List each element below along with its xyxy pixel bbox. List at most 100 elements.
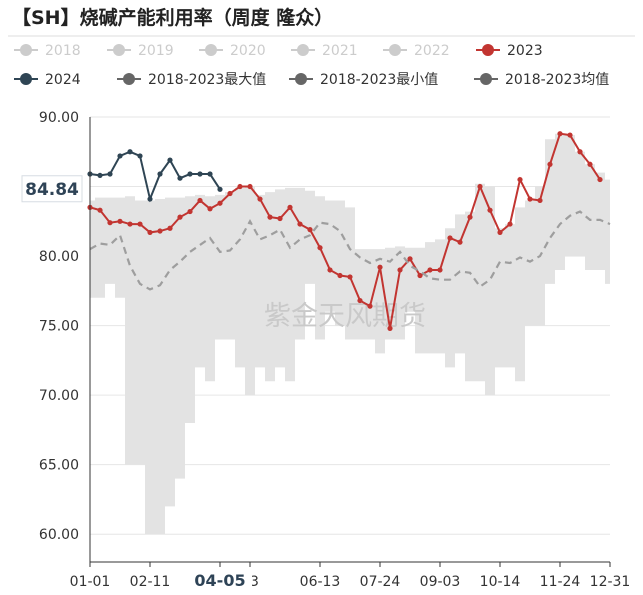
point-2024-1[interactable]: [97, 172, 103, 179]
point-2023-48[interactable]: [567, 132, 573, 138]
point-2023-8[interactable]: [167, 225, 173, 231]
point-2024-10[interactable]: [187, 171, 193, 177]
point-2023-32[interactable]: [407, 256, 413, 262]
legend-marker-1: [113, 44, 125, 56]
point-2023-31[interactable]: [397, 267, 403, 273]
legend-item-0[interactable]: 2018: [14, 43, 81, 59]
point-2023-25[interactable]: [337, 272, 343, 279]
point-2024-3[interactable]: [117, 153, 123, 159]
point-2023-28[interactable]: [367, 303, 373, 309]
point-2023-38[interactable]: [467, 214, 473, 220]
point-2023-18[interactable]: [267, 214, 273, 220]
point-2023-10[interactable]: [187, 208, 193, 215]
point-2023-19[interactable]: [277, 215, 283, 222]
legend-item-9[interactable]: 2018-2023均值: [474, 72, 609, 88]
y-tick-label-0: 90.00: [39, 110, 79, 126]
point-2023-7[interactable]: [157, 228, 163, 234]
point-2023-27[interactable]: [357, 297, 363, 304]
hover-value-badge: [21, 175, 83, 203]
point-2023-3[interactable]: [117, 218, 123, 224]
legend-item-6[interactable]: 2024: [14, 72, 81, 88]
point-2024-13[interactable]: [217, 186, 223, 192]
legend-item-3[interactable]: 2021: [291, 43, 358, 59]
legend-label-5: 2023: [507, 43, 543, 59]
point-2023-51[interactable]: [597, 176, 603, 183]
point-2023-23[interactable]: [317, 245, 323, 251]
point-2023-11[interactable]: [197, 197, 203, 204]
point-2023-4[interactable]: [127, 221, 133, 227]
legend-label-3: 2021: [322, 43, 358, 59]
x-tick-label-7: 10-14: [480, 574, 521, 590]
point-2023-35[interactable]: [437, 267, 443, 273]
point-2023-40[interactable]: [487, 207, 493, 213]
point-2023-29[interactable]: [377, 264, 383, 270]
point-2024-4[interactable]: [127, 149, 133, 155]
point-2023-36[interactable]: [447, 235, 453, 241]
legend-item-7[interactable]: 2018-2023最大值: [117, 72, 266, 88]
plot-area: 90.0085.0080.0075.0070.0065.0060.00紫金天风期…: [21, 110, 630, 594]
point-2023-49[interactable]: [577, 149, 583, 155]
series-line-2018-2023均值: [89, 210, 611, 291]
legend-marker-3: [297, 44, 309, 56]
point-2023-47[interactable]: [557, 131, 563, 137]
legend-label-6: 2024: [45, 72, 81, 88]
legend-marker-8: [295, 73, 307, 85]
point-2023-43[interactable]: [517, 176, 523, 183]
point-2023-5[interactable]: [137, 221, 143, 227]
legend-marker-7: [123, 73, 135, 85]
point-2024-8[interactable]: [167, 157, 173, 163]
point-2023-39[interactable]: [477, 183, 483, 190]
hover-x-label: 04-05: [194, 571, 245, 590]
point-2023-44[interactable]: [527, 196, 533, 202]
x-tick-label-6: 09-03: [420, 574, 461, 590]
legend-marker-4: [389, 44, 401, 56]
point-2024-12[interactable]: [207, 171, 213, 177]
point-2024-9[interactable]: [177, 175, 183, 181]
point-2024-5[interactable]: [137, 153, 143, 159]
point-2023-22[interactable]: [307, 227, 313, 233]
legend: 2018 2019 2020 2021 2022 2023 2024 2018-2023最大值…: [14, 43, 609, 88]
legend-item-5[interactable]: 2023: [476, 43, 543, 59]
point-2023-26[interactable]: [347, 274, 353, 280]
legend-marker-9: [480, 73, 492, 85]
point-2024-2[interactable]: [107, 171, 113, 177]
point-2023-16[interactable]: [247, 183, 253, 190]
point-2023-50[interactable]: [587, 161, 593, 167]
point-2023-6[interactable]: [147, 229, 153, 236]
point-2023-21[interactable]: [297, 221, 303, 227]
point-2023-2[interactable]: [107, 220, 113, 226]
hover-value-text: 84.84: [25, 180, 79, 200]
point-2023-13[interactable]: [217, 200, 223, 206]
point-2023-15[interactable]: [237, 183, 243, 190]
point-2023-42[interactable]: [507, 221, 513, 227]
point-2023-46[interactable]: [547, 161, 553, 167]
point-2023-37[interactable]: [457, 239, 463, 245]
x-tick-label-8: 11-24: [540, 574, 581, 590]
y-tick-label-4: 70.00: [39, 388, 79, 404]
legend-item-4[interactable]: 2022: [383, 43, 450, 59]
point-2023-9[interactable]: [177, 214, 183, 220]
point-2023-45[interactable]: [537, 197, 543, 204]
point-2023-24[interactable]: [327, 267, 333, 273]
legend-item-8[interactable]: 2018-2023最小值: [289, 72, 438, 88]
legend-label-9: 2018-2023均值: [505, 72, 609, 88]
point-2023-41[interactable]: [497, 229, 503, 236]
point-2024-6[interactable]: [147, 196, 153, 202]
point-2023-17[interactable]: [257, 196, 263, 202]
point-2024-11[interactable]: [197, 171, 203, 177]
point-2023-12[interactable]: [207, 206, 213, 212]
point-2023-1[interactable]: [97, 207, 103, 213]
chart-title: 【SH】烧碱产能利用率（周度 隆众）: [12, 6, 333, 29]
x-tick-label-1: 02-11: [130, 574, 171, 590]
legend-label-0: 2018: [45, 43, 81, 59]
point-2023-14[interactable]: [227, 190, 233, 197]
legend-item-2[interactable]: 2020: [199, 43, 266, 59]
point-2023-20[interactable]: [287, 204, 293, 210]
point-2024-7[interactable]: [157, 171, 163, 177]
point-2023-30[interactable]: [387, 325, 393, 331]
point-2023-33[interactable]: [417, 272, 423, 279]
legend-item-1[interactable]: 2019: [107, 43, 174, 59]
x-tick-label-4: 06-13: [300, 574, 341, 590]
point-2023-34[interactable]: [427, 267, 433, 273]
